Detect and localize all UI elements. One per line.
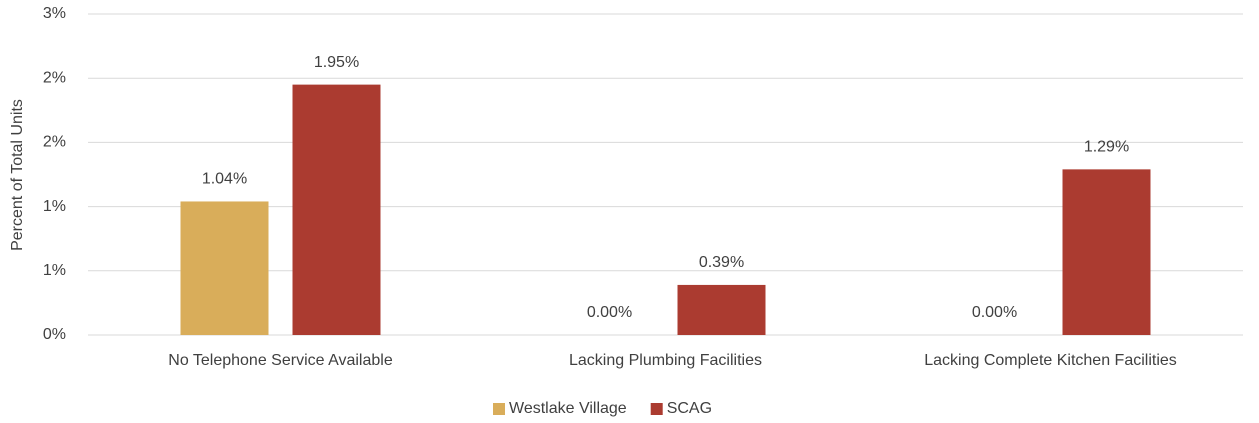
y-tick-label: 1% xyxy=(43,198,66,215)
x-tick-label: No Telephone Service Available xyxy=(168,352,393,369)
bar xyxy=(180,201,269,335)
y-tick-label: 3% xyxy=(43,5,66,22)
y-tick-label: 1% xyxy=(43,262,66,279)
bar xyxy=(292,84,381,336)
data-label: 0.00% xyxy=(587,304,632,321)
legend-label: SCAG xyxy=(667,400,712,417)
bar xyxy=(1062,169,1151,335)
x-tick-label: Lacking Plumbing Facilities xyxy=(569,352,762,369)
data-label: 0.00% xyxy=(972,304,1017,321)
bar xyxy=(677,284,766,335)
y-tick-label: 2% xyxy=(43,69,66,86)
legend-swatch xyxy=(493,403,505,415)
data-label: 1.95% xyxy=(314,54,359,71)
y-tick-label: 2% xyxy=(43,134,66,151)
y-axis-title: Percent of Total Units xyxy=(9,99,26,251)
y-tick-label: 0% xyxy=(43,326,66,343)
legend-swatch xyxy=(650,403,663,415)
data-label: 0.39% xyxy=(699,254,744,271)
legend-label: Westlake Village xyxy=(509,400,627,417)
data-label: 1.04% xyxy=(202,171,247,188)
data-label: 1.29% xyxy=(1084,139,1129,156)
x-tick-label: Lacking Complete Kitchen Facilities xyxy=(924,352,1177,369)
